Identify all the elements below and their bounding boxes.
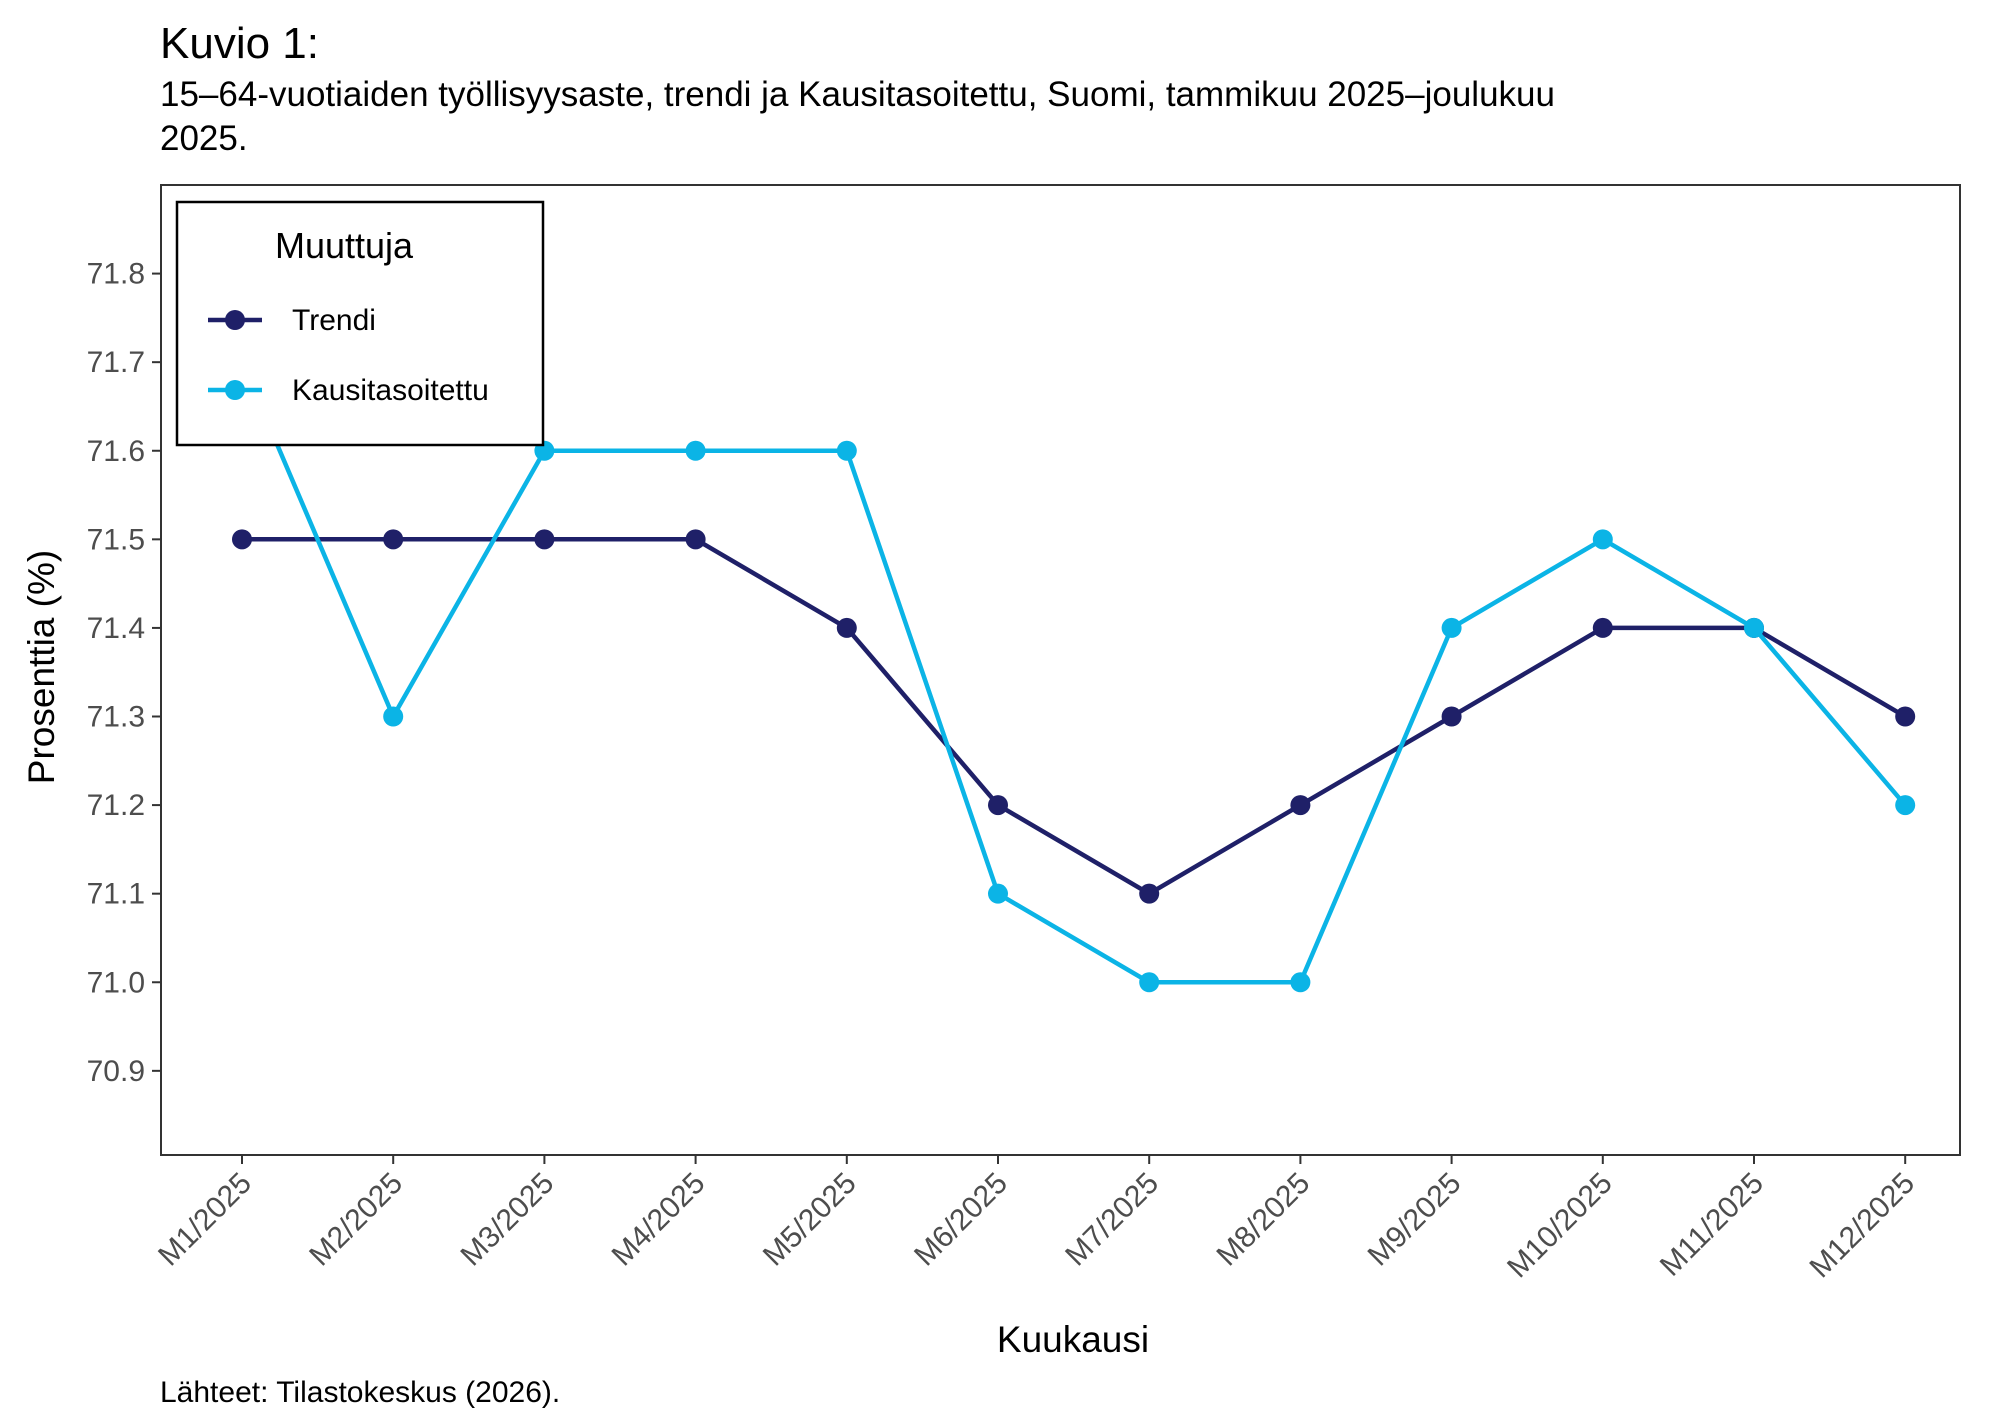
y-tick-label: 71.0 [87,966,145,999]
x-tick-label: M12/2025 [1803,1167,1921,1285]
data-point [836,440,857,461]
x-tick-label: M2/2025 [303,1167,409,1273]
y-axis: 70.9 71.0 71.1 71.2 71.3 71.4 71.5 71.6 71.7 71.8 [87,258,161,1088]
x-tick-label: M4/2025 [606,1167,712,1273]
y-tick-label: 71.8 [87,258,145,291]
data-point [1895,795,1916,816]
data-point [1290,972,1311,993]
chart-subtitle: 15–64-vuotiaiden työllisyysaste, trendi … [160,75,1555,158]
data-point [1592,617,1613,638]
data-point [383,706,404,727]
x-tick-label: M1/2025 [152,1167,258,1273]
y-tick-label: 71.2 [87,789,145,822]
legend-key-point [225,310,245,330]
data-point [1441,706,1462,727]
data-point [836,617,857,638]
data-point [988,795,1008,816]
x-axis-title: Kuukausi [997,1319,1149,1360]
series-line-1 [239,361,1907,985]
data-point [1744,617,1764,638]
x-tick-label: M11/2025 [1654,1167,1770,1283]
data-point [534,529,555,550]
series-layer [232,352,1916,993]
legend-label: Kausitasoitettu [292,374,489,407]
chart-title: Kuvio 1: [160,19,319,68]
data-point [1290,795,1311,816]
y-axis-title: Prosenttia (%) [21,550,62,784]
y-tick-label: 71.7 [87,346,145,379]
x-tick-label: M8/2025 [1210,1167,1316,1273]
y-tick-label: 71.5 [87,523,145,556]
y-tick-label: 71.4 [87,612,145,645]
x-tick-label: M7/2025 [1059,1167,1165,1273]
y-tick-label: 70.9 [87,1055,145,1088]
legend: Muuttuja Trendi Kausitasoitettu [175,200,545,447]
x-tick-label: M9/2025 [1362,1167,1468,1273]
legend-key-point [225,380,245,400]
source-caption: Lähteet: Tilastokeskus (2026). [160,1376,561,1409]
data-point [1895,706,1916,727]
data-point [988,883,1008,904]
data-point [383,529,404,550]
legend-items: Trendi Kausitasoitettu [208,304,489,407]
legend-title: Muuttuja [275,225,414,266]
x-tick-label: M10/2025 [1501,1167,1619,1285]
x-axis: M1/2025 M2/2025 M3/2025 M4/2025 M5/2025 M6/20… [152,1155,1921,1284]
data-point [685,440,706,461]
y-tick-label: 71.6 [87,435,145,468]
x-tick-label: M6/2025 [908,1167,1014,1273]
data-point [685,529,706,550]
x-tick-label: M5/2025 [757,1167,863,1273]
data-point [1592,529,1613,550]
x-tick-label: M3/2025 [454,1167,560,1273]
data-point [1139,883,1160,904]
data-point [232,529,252,550]
series-line-0 [242,537,1907,896]
legend-label: Trendi [292,304,376,337]
data-point [1139,972,1160,993]
y-tick-label: 71.3 [87,701,145,734]
data-point [1441,617,1462,638]
y-tick-label: 71.1 [87,878,145,911]
